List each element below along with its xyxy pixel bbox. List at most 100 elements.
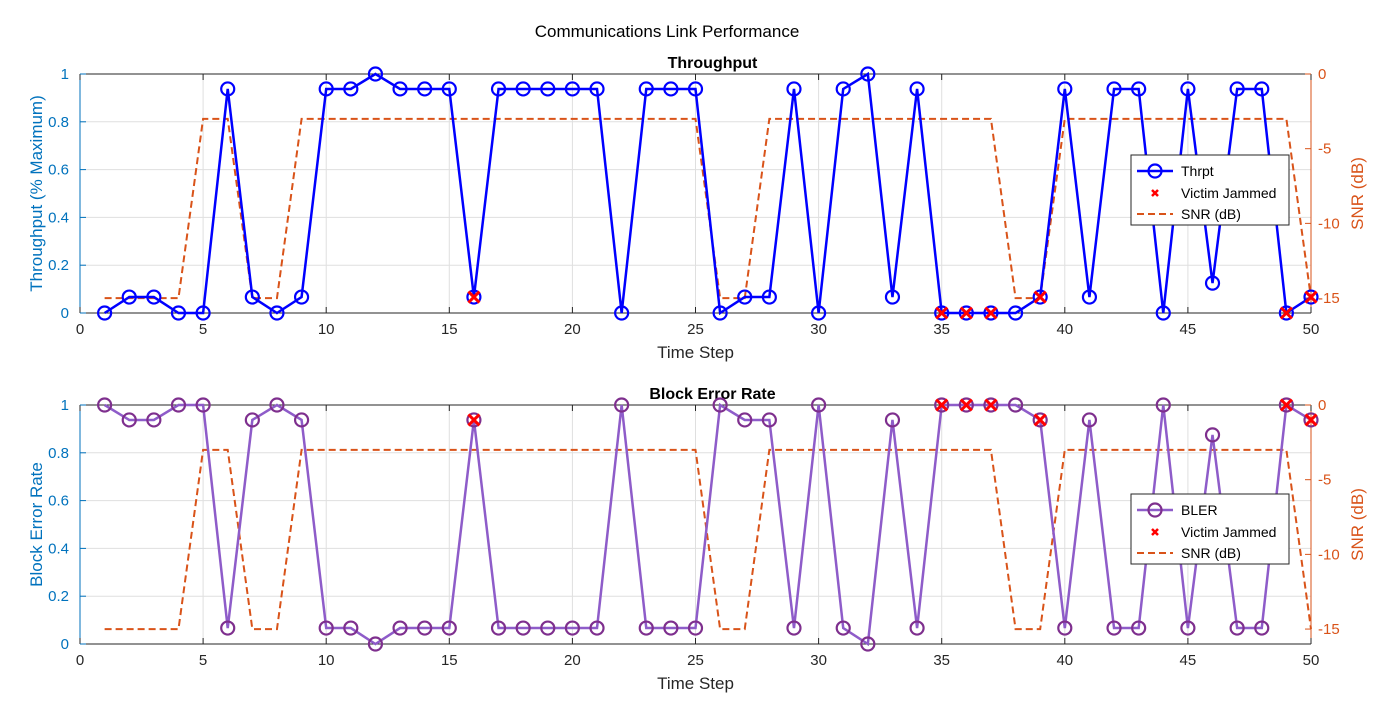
- bler-marker: [1131, 620, 1147, 636]
- thrpt-marker: [441, 81, 457, 97]
- legend-label: SNR (dB): [1181, 545, 1241, 561]
- jammed-marker: [1033, 413, 1047, 427]
- bler-marker: [983, 397, 999, 413]
- y-tick-label-left: 0.2: [48, 257, 69, 274]
- y-tick-label-left: 0.8: [48, 114, 69, 131]
- thrpt-marker: [589, 81, 605, 97]
- legend-label: Victim Jammed: [1181, 524, 1276, 540]
- y-tick-label-right: -10: [1318, 546, 1340, 563]
- thrpt-marker: [392, 81, 408, 97]
- jammed-marker: [935, 398, 949, 412]
- bler-marker: [220, 620, 236, 636]
- jammed-marker: [959, 306, 973, 320]
- y-tick-label-right: -15: [1318, 290, 1340, 307]
- bler-marker: [195, 397, 211, 413]
- jammed-marker: [467, 413, 481, 427]
- bler-marker: [441, 620, 457, 636]
- chart-title: Block Error Rate: [649, 386, 775, 403]
- thrpt-marker: [638, 81, 654, 97]
- bler-marker: [638, 620, 654, 636]
- bler-marker: [589, 620, 605, 636]
- bler-marker: [1204, 427, 1221, 443]
- thrpt-marker: [663, 81, 679, 97]
- x-tick-label: 0: [76, 652, 84, 669]
- bler-marker: [146, 412, 162, 428]
- thrpt-marker: [712, 305, 728, 321]
- thrpt-marker: [195, 305, 211, 321]
- x-axis-label: Time Step: [657, 343, 734, 362]
- legend-label: BLER: [1181, 502, 1218, 518]
- x-tick-label: 50: [1303, 652, 1320, 669]
- thrpt-marker: [318, 81, 334, 97]
- y-axis-label-left: Block Error Rate: [27, 462, 46, 587]
- y-tick-label-right: -10: [1318, 215, 1340, 232]
- bler-marker: [564, 620, 581, 636]
- x-tick-label: 20: [564, 321, 581, 338]
- thrpt-marker: [983, 305, 999, 321]
- bler-marker: [1032, 412, 1048, 428]
- jammed-marker: [1304, 290, 1318, 304]
- y-tick-label-left: 0.4: [48, 540, 69, 557]
- bler-marker: [490, 620, 507, 636]
- x-tick-label: 15: [441, 321, 458, 338]
- legend-label: Victim Jammed: [1181, 185, 1276, 201]
- bler-marker: [293, 412, 310, 428]
- y-tick-label-left: 0: [61, 305, 69, 322]
- x-tick-label: 45: [1180, 652, 1197, 669]
- legend-label: Thrpt: [1181, 163, 1214, 179]
- bler-marker: [269, 397, 285, 413]
- bler-marker: [1278, 397, 1294, 413]
- thrpt-marker: [737, 289, 753, 305]
- legend-swatch-jammed: [1151, 189, 1159, 197]
- thrpt-marker: [1057, 81, 1073, 97]
- bler-marker: [786, 620, 802, 636]
- x-tick-label: 30: [810, 652, 827, 669]
- y-tick-label-right: -5: [1318, 472, 1331, 489]
- thrpt-marker: [1204, 275, 1221, 291]
- bler-marker: [343, 620, 359, 636]
- thrpt-marker: [1278, 305, 1294, 321]
- figure-title: Communications Link Performance: [535, 22, 800, 41]
- bler-marker: [614, 397, 630, 413]
- bler-marker: [1155, 397, 1171, 413]
- bler-marker: [810, 397, 827, 413]
- jammed-marker: [959, 398, 973, 412]
- bler-marker: [761, 412, 777, 428]
- x-tick-label: 50: [1303, 321, 1320, 338]
- bler-marker: [1303, 412, 1319, 428]
- thrpt-marker: [810, 305, 827, 321]
- y-axis-label-left: Throughput (% Maximum): [27, 95, 46, 292]
- bler-marker: [1106, 620, 1122, 636]
- bler-marker: [540, 620, 556, 636]
- x-tick-label: 20: [564, 652, 581, 669]
- jammed-marker: [1033, 290, 1047, 304]
- thrpt-marker: [934, 305, 950, 321]
- bler-marker: [934, 397, 950, 413]
- bler-marker: [1180, 620, 1196, 636]
- thrpt-marker: [466, 289, 482, 305]
- bler-marker: [884, 412, 901, 428]
- bler-marker: [737, 412, 753, 428]
- thrpt-marker: [835, 81, 851, 97]
- bler-marker: [97, 397, 113, 413]
- x-tick-label: 0: [76, 321, 84, 338]
- jammed-marker: [984, 306, 998, 320]
- thrpt-marker: [958, 305, 974, 321]
- jammed-marker: [1279, 306, 1293, 320]
- y-tick-label-left: 1: [61, 66, 69, 83]
- legend-label: SNR (dB): [1181, 206, 1241, 222]
- thrpt-marker: [293, 289, 310, 305]
- thrpt-marker: [244, 289, 260, 305]
- bler-marker: [392, 620, 408, 636]
- legend-swatch-marker: [1147, 502, 1163, 518]
- bler-marker: [417, 620, 433, 636]
- bler-marker: [466, 412, 482, 428]
- bler-marker: [663, 620, 679, 636]
- thrpt-marker: [564, 81, 581, 97]
- x-axis-label: Time Step: [657, 674, 734, 693]
- thrpt-marker: [1303, 289, 1319, 305]
- y-tick-label-left: 0.2: [48, 588, 69, 605]
- jammed-marker: [467, 290, 481, 304]
